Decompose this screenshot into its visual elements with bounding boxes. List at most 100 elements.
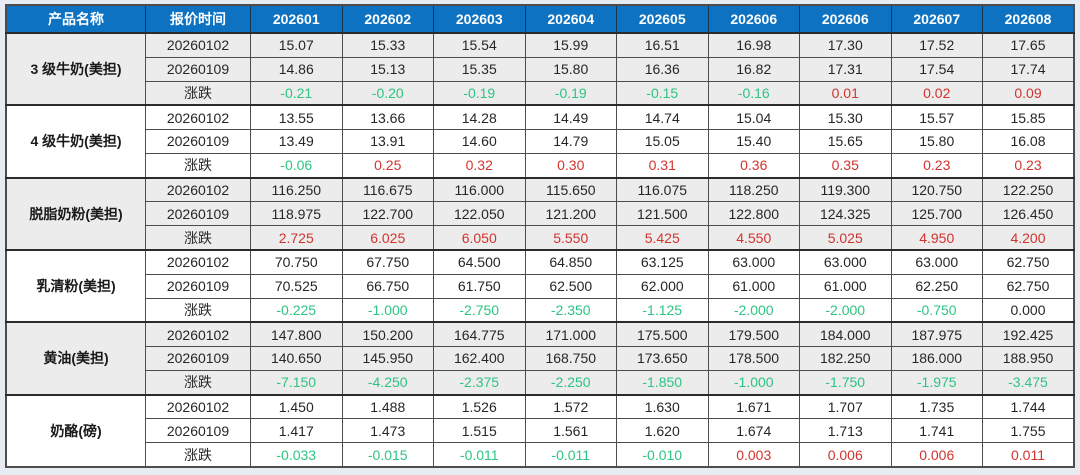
price-value-cell: 15.35 [433, 56, 526, 82]
table-row: 乳清粉(美担) 20260102 70.750 67.750 64.500 64.850 6… [5, 248, 1075, 323]
price-value-cell: 15.04 [707, 104, 800, 130]
price-value-cell: 116.675 [341, 176, 434, 203]
change-value-cell: -2.350 [524, 297, 617, 323]
price-value-cell: 162.400 [433, 345, 526, 372]
price-value-cell: 15.40 [707, 128, 800, 155]
change-value-cell: -0.225 [250, 297, 343, 323]
price-value-cell: 62.250 [890, 273, 983, 299]
price-value-cell: 1.561 [524, 418, 617, 444]
product-name-cell: 乳清粉(美担) [5, 248, 146, 323]
table-row: 涨跌 -0.21 -0.20 -0.19 -0.19 -0.15 -0.16 0.01 0.02… [6, 80, 1075, 106]
change-value-cell: 0.30 [524, 153, 617, 179]
price-value-cell: 147.800 [250, 321, 343, 347]
quote-date-cell: 20260102 [145, 248, 251, 275]
price-value-cell: 15.05 [616, 128, 709, 155]
price-value-cell: 16.36 [616, 56, 709, 82]
change-value-cell: -1.000 [341, 297, 434, 323]
product-name-cell: 奶酪(磅) [5, 393, 146, 468]
change-value-cell: -0.20 [341, 80, 434, 106]
price-value-cell: 121.200 [524, 201, 617, 227]
header-period: 202606 [799, 4, 892, 34]
price-value-cell: 1.526 [433, 393, 526, 420]
change-value-cell: 0.02 [890, 80, 983, 106]
change-label-cell: 涨跌 [145, 153, 251, 179]
table-row: 20260109 14.86 15.13 15.35 15.80 16.36 16.82 17… [6, 56, 1075, 82]
change-value-cell: -1.850 [616, 370, 709, 396]
price-value-cell: 1.671 [707, 393, 800, 420]
change-value-cell: 0.09 [982, 80, 1075, 106]
change-value-cell: -7.150 [250, 370, 343, 396]
price-value-cell: 15.07 [250, 31, 343, 58]
change-value-cell: 5.025 [799, 225, 892, 251]
header-period: 202603 [433, 4, 526, 34]
change-value-cell: -0.033 [250, 442, 343, 468]
change-value-cell: -2.000 [707, 297, 800, 323]
price-value-cell: 16.51 [616, 31, 709, 58]
change-label-cell: 涨跌 [145, 80, 251, 106]
change-value-cell: 0.006 [890, 442, 983, 468]
table-header-row: 产品名称 报价时间 202601 202602 202603 202604 202605… [5, 4, 1075, 34]
table-row: 涨跌 -0.033 -0.015 -0.011 -0.011 -0.010 0.003 0.0… [6, 442, 1075, 468]
table-row: 涨跌 -0.06 0.25 0.32 0.30 0.31 0.36 0.35 0.23 0.23 [6, 153, 1075, 179]
change-value-cell: -0.19 [524, 80, 617, 106]
dairy-price-table-container: 产品名称 报价时间 202601 202602 202603 202604 202605… [5, 4, 1075, 468]
price-value-cell: 122.700 [341, 201, 434, 227]
change-value-cell: -0.015 [341, 442, 434, 468]
price-value-cell: 120.750 [890, 176, 983, 203]
price-value-cell: 1.450 [250, 393, 343, 420]
price-value-cell: 14.79 [524, 128, 617, 155]
change-value-cell: 0.31 [616, 153, 709, 179]
change-value-cell: 0.006 [799, 442, 892, 468]
price-value-cell: 16.08 [982, 128, 1075, 155]
price-value-cell: 1.572 [524, 393, 617, 420]
table-row: 涨跌 -0.225 -1.000 -2.750 -2.350 -1.125 -2.000 -2… [6, 297, 1075, 323]
change-label-cell: 涨跌 [145, 225, 251, 251]
change-value-cell: -2.750 [433, 297, 526, 323]
header-period: 202605 [616, 4, 709, 34]
price-value-cell: 1.674 [707, 418, 800, 444]
price-value-cell: 15.13 [341, 56, 434, 82]
price-value-cell: 124.325 [799, 201, 892, 227]
change-value-cell: 0.23 [982, 153, 1075, 179]
header-period: 202606 [707, 4, 800, 34]
product-name-cell: 4 级牛奶(美担) [5, 104, 146, 179]
quote-date-cell: 20260102 [145, 176, 251, 203]
price-value-cell: 121.500 [616, 201, 709, 227]
price-value-cell: 1.473 [341, 418, 434, 444]
table-row: 20260109 1.417 1.473 1.515 1.561 1.620 1.674 1.… [6, 418, 1075, 444]
table-row: 3 级牛奶(美担) 20260102 15.07 15.33 15.54 15.99 16.… [5, 31, 1075, 106]
price-value-cell: 13.91 [341, 128, 434, 155]
change-label-cell: 涨跌 [145, 297, 251, 323]
table-row: 脱脂奶粉(美担) 20260102 116.250 116.675 116.000 115… [5, 176, 1075, 251]
price-value-cell: 15.99 [524, 31, 617, 58]
change-value-cell: -3.475 [982, 370, 1075, 396]
change-value-cell: -0.21 [250, 80, 343, 106]
change-value-cell: 4.550 [707, 225, 800, 251]
price-value-cell: 62.000 [616, 273, 709, 299]
price-value-cell: 15.80 [890, 128, 983, 155]
change-value-cell: 0.003 [707, 442, 800, 468]
price-value-cell: 15.30 [799, 104, 892, 130]
price-value-cell: 70.525 [250, 273, 343, 299]
price-value-cell: 116.000 [433, 176, 526, 203]
header-period: 202607 [890, 4, 983, 34]
price-value-cell: 122.800 [707, 201, 800, 227]
quote-date-cell: 20260109 [145, 128, 251, 155]
price-value-cell: 62.500 [524, 273, 617, 299]
price-value-cell: 14.49 [524, 104, 617, 130]
price-value-cell: 64.500 [433, 248, 526, 275]
header-quote-time: 报价时间 [145, 4, 251, 34]
header-period: 202601 [250, 4, 343, 34]
change-value-cell: -0.010 [616, 442, 709, 468]
change-value-cell: -1.000 [707, 370, 800, 396]
price-value-cell: 168.750 [524, 345, 617, 372]
price-value-cell: 116.075 [616, 176, 709, 203]
price-value-cell: 182.250 [799, 345, 892, 372]
price-value-cell: 63.000 [799, 248, 892, 275]
header-period: 202604 [524, 4, 617, 34]
price-value-cell: 15.33 [341, 31, 434, 58]
change-value-cell: 0.23 [890, 153, 983, 179]
header-period: 202608 [982, 4, 1075, 34]
quote-date-cell: 20260109 [145, 56, 251, 82]
dairy-price-table: 产品名称 报价时间 202601 202602 202603 202604 202605… [5, 4, 1075, 468]
